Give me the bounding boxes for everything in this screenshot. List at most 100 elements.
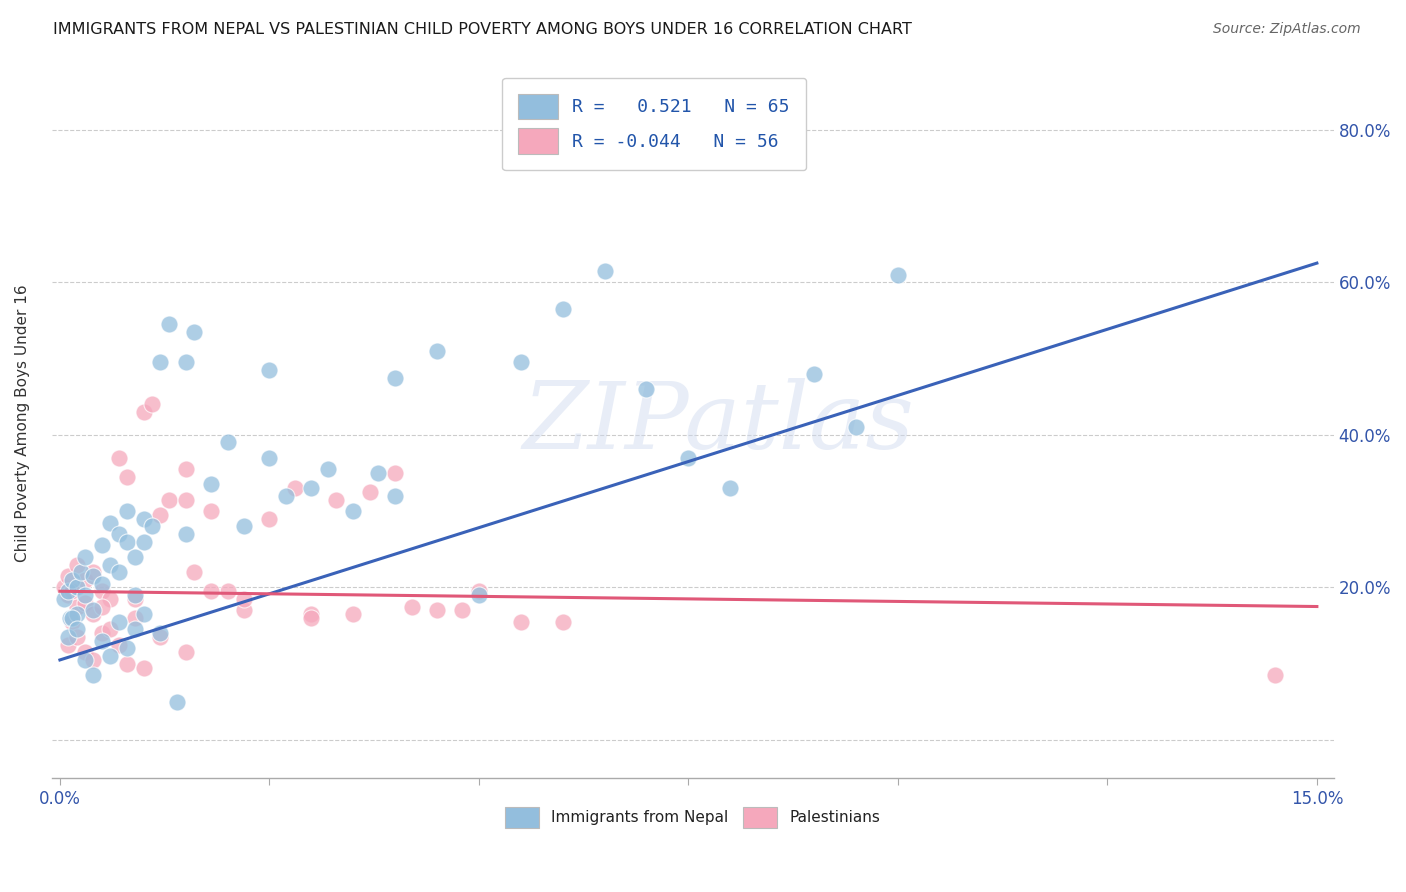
Text: ZIPatlas: ZIPatlas — [522, 378, 914, 468]
Point — [62, 573, 84, 587]
Point — [90, 539, 112, 553]
Point — [107, 527, 129, 541]
Point — [62, 584, 84, 599]
Point — [66, 581, 89, 595]
Point — [73, 596, 96, 610]
Point — [53, 591, 76, 606]
Point — [124, 611, 146, 625]
Y-axis label: Child Poverty Among Boys Under 16: Child Poverty Among Boys Under 16 — [15, 285, 30, 562]
Point — [283, 481, 305, 495]
Point — [58, 630, 80, 644]
Point — [82, 653, 104, 667]
Point — [107, 450, 129, 465]
Point — [149, 355, 172, 369]
Point — [73, 573, 96, 587]
Point — [276, 489, 298, 503]
Point — [90, 599, 112, 614]
Point — [803, 367, 825, 381]
Point — [141, 397, 163, 411]
Point — [149, 508, 172, 522]
Point — [132, 660, 155, 674]
Point — [58, 569, 80, 583]
Point — [174, 492, 197, 507]
Point — [132, 405, 155, 419]
Point — [82, 607, 104, 622]
Point — [468, 584, 491, 599]
Point — [98, 516, 121, 530]
Point — [233, 603, 256, 617]
Point — [98, 591, 121, 606]
Point — [107, 615, 129, 629]
Text: IMMIGRANTS FROM NEPAL VS PALESTINIAN CHILD POVERTY AMONG BOYS UNDER 16 CORRELATI: IMMIGRANTS FROM NEPAL VS PALESTINIAN CHI… — [53, 22, 912, 37]
Point — [509, 355, 531, 369]
Point — [174, 645, 197, 659]
Point — [845, 420, 868, 434]
Point — [66, 599, 89, 614]
Point — [107, 638, 129, 652]
Point — [325, 492, 347, 507]
Point — [132, 512, 155, 526]
Point — [384, 370, 406, 384]
Point — [183, 325, 205, 339]
Text: Source: ZipAtlas.com: Source: ZipAtlas.com — [1213, 22, 1361, 37]
Point — [551, 615, 574, 629]
Point — [183, 565, 205, 579]
Point — [451, 603, 474, 617]
Point — [718, 481, 741, 495]
Point — [73, 653, 96, 667]
Point — [58, 588, 80, 602]
Point — [73, 645, 96, 659]
Point — [141, 519, 163, 533]
Point — [90, 576, 112, 591]
Point — [98, 649, 121, 664]
Point — [82, 565, 104, 579]
Point — [132, 534, 155, 549]
Point — [98, 558, 121, 572]
Point — [115, 504, 138, 518]
Point — [115, 657, 138, 671]
Point — [82, 603, 104, 617]
Point — [73, 588, 96, 602]
Point — [384, 489, 406, 503]
Point — [115, 470, 138, 484]
Point — [73, 549, 96, 564]
Point — [342, 607, 364, 622]
Point — [82, 569, 104, 583]
Point — [59, 611, 82, 625]
Point — [316, 462, 339, 476]
Point — [636, 382, 658, 396]
Point — [70, 565, 93, 579]
Point — [174, 462, 197, 476]
Point — [90, 633, 112, 648]
Point — [98, 623, 121, 637]
Point — [1264, 668, 1286, 682]
Point — [58, 638, 80, 652]
Point — [217, 584, 239, 599]
Point — [174, 355, 197, 369]
Point — [468, 588, 491, 602]
Point — [124, 549, 146, 564]
Point — [124, 591, 146, 606]
Point — [342, 504, 364, 518]
Point — [62, 615, 84, 629]
Point — [115, 534, 138, 549]
Point — [157, 492, 180, 507]
Point — [426, 343, 449, 358]
Point — [132, 607, 155, 622]
Point — [58, 584, 80, 599]
Point — [157, 317, 180, 331]
Point — [82, 668, 104, 682]
Point — [90, 584, 112, 599]
Point — [200, 477, 222, 491]
Point — [149, 630, 172, 644]
Point — [259, 450, 281, 465]
Point — [509, 615, 531, 629]
Point — [551, 301, 574, 316]
Point — [124, 588, 146, 602]
Point — [401, 599, 423, 614]
Point — [259, 512, 281, 526]
Point — [367, 466, 389, 480]
Point — [62, 611, 84, 625]
Point — [299, 607, 322, 622]
Point — [53, 581, 76, 595]
